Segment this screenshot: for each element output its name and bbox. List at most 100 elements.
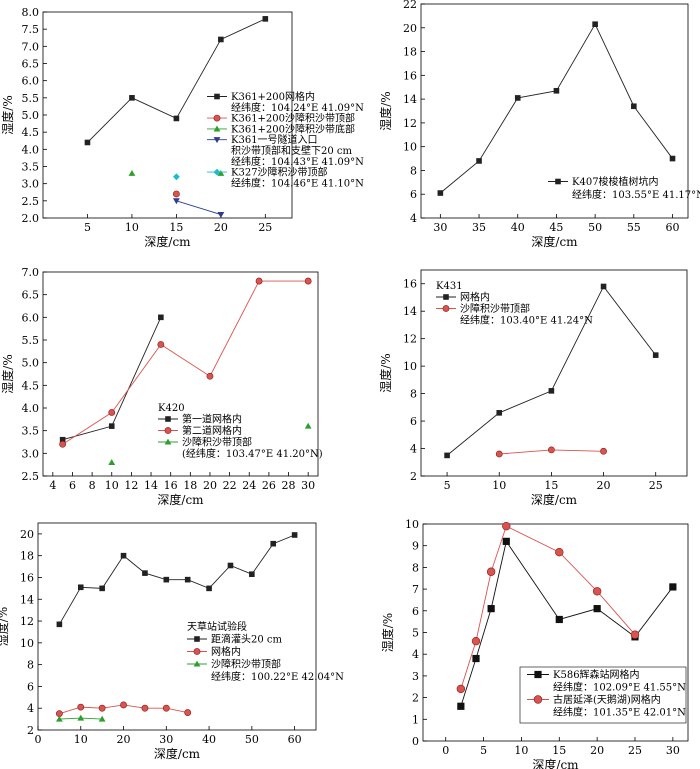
data-point: [457, 702, 465, 710]
y-tick-label: 20: [403, 22, 417, 35]
x-tick-label: 35: [472, 221, 486, 234]
x-tick-label: 5: [84, 221, 91, 234]
x-axis-label: 深度/cm: [531, 234, 578, 249]
x-axis-label: 深度/cm: [532, 757, 579, 769]
x-tick-label: 25: [628, 744, 642, 757]
x-tick-label: 45: [549, 221, 563, 234]
y-tick-label: 8: [412, 561, 419, 574]
legend-label: 距滴灌头20 cm: [211, 633, 283, 646]
y-axis-label: 湿度/%: [378, 353, 393, 392]
legend-label: K361+200沙障积沙带顶部: [231, 112, 355, 125]
legend-note: 经纬度：102.09°E 41.55°N: [553, 681, 686, 694]
y-tick-label: 12: [20, 615, 34, 628]
series-1: [437, 21, 676, 196]
data-point: [108, 459, 116, 465]
y-tick-label: 2.0: [22, 212, 40, 225]
y-tick-label: 8: [410, 164, 417, 177]
legend-note: 经纬度：104.24°E 41.09°N: [231, 101, 364, 114]
x-tick-label: 20: [214, 221, 228, 234]
data-point: [514, 95, 521, 101]
y-tick-label: 6: [410, 415, 417, 428]
plot-frame: [420, 3, 689, 219]
x-tick-label: 8: [89, 479, 96, 492]
series-line: [62, 317, 162, 441]
data-point: [173, 115, 180, 122]
legend-note: 经纬度：101.35°E 42.01°N: [553, 706, 686, 719]
data-point: [496, 410, 503, 416]
series-3: [108, 422, 312, 465]
y-tick-label: 4.5: [22, 126, 40, 139]
data-point: [548, 388, 555, 394]
x-tick-label: 20: [203, 479, 217, 492]
x-tick-label: 0: [35, 733, 42, 746]
data-point: [128, 169, 136, 176]
data-point: [592, 21, 598, 28]
data-point: [495, 450, 503, 458]
y-axis-label: 湿度/%: [0, 354, 15, 393]
y-tick-label: 0: [412, 735, 419, 748]
y-tick-label: 3.5: [22, 161, 40, 174]
data-point: [437, 190, 444, 196]
data-point: [172, 190, 180, 198]
legend-note: K431: [436, 281, 463, 292]
series-2: [495, 446, 607, 458]
y-tick-label: 5.5: [22, 92, 40, 105]
y-tick-label: 14: [403, 93, 417, 106]
data-point: [162, 704, 170, 712]
data-point: [593, 605, 601, 613]
y-tick-label: 3.0: [22, 178, 40, 191]
data-point: [206, 585, 212, 592]
legend-note: 经纬度：103.40°E 41.24°N: [460, 314, 593, 327]
series-5: [172, 173, 180, 181]
y-tick-label: 10: [403, 141, 417, 154]
y-tick-label: 16: [403, 278, 417, 291]
y-tick-label: 20: [20, 528, 34, 541]
x-tick-label: 5: [480, 744, 487, 757]
y-tick-label: 2.5: [22, 195, 40, 208]
legend-note: K420: [158, 403, 185, 414]
x-tick-label: 14: [144, 479, 158, 492]
legend-marker: [194, 636, 200, 642]
series-1: [84, 16, 269, 146]
data-point: [669, 155, 676, 162]
data-point: [255, 277, 263, 285]
y-tick-label: 2: [410, 470, 417, 483]
y-tick-label: 16: [20, 571, 34, 584]
legend-marker: [213, 114, 221, 122]
y-tick-label: 4: [412, 648, 419, 661]
y-tick-label: 16: [403, 69, 417, 82]
y-tick-label: 8.0: [22, 6, 40, 19]
data-point: [600, 283, 607, 290]
data-point: [630, 630, 640, 639]
data-point: [56, 621, 63, 628]
y-tick-label: 22: [403, 0, 417, 11]
data-point: [172, 173, 180, 181]
data-point: [553, 87, 560, 94]
y-tick-label: 6.5: [22, 58, 40, 71]
x-tick-label: 12: [124, 479, 138, 492]
series-2: [55, 701, 192, 718]
legend-label: 网格内: [460, 291, 490, 304]
data-point: [555, 548, 564, 557]
x-tick-label: 4: [49, 479, 56, 492]
data-point: [184, 709, 192, 716]
y-tick-label: 3.0: [22, 447, 40, 460]
x-tick-label: 25: [649, 479, 663, 492]
data-point: [555, 615, 563, 624]
y-tick-label: 10: [405, 518, 419, 531]
legend-label: 第二道网格内: [182, 424, 242, 437]
data-point: [129, 95, 135, 101]
data-point: [547, 446, 555, 454]
y-tick-label: 12: [403, 117, 417, 130]
legend-label: 第一道网格内: [182, 413, 242, 426]
y-axis-label: 湿度/%: [0, 95, 15, 134]
y-tick-label: 5: [412, 627, 419, 640]
data-point: [249, 571, 255, 578]
legend-note: 积沙带顶部和支壁下20 cm: [231, 144, 353, 157]
legend-label: 古居延泽(天鹅湖)网格内: [553, 693, 661, 706]
x-tick-label: 60: [288, 733, 302, 746]
